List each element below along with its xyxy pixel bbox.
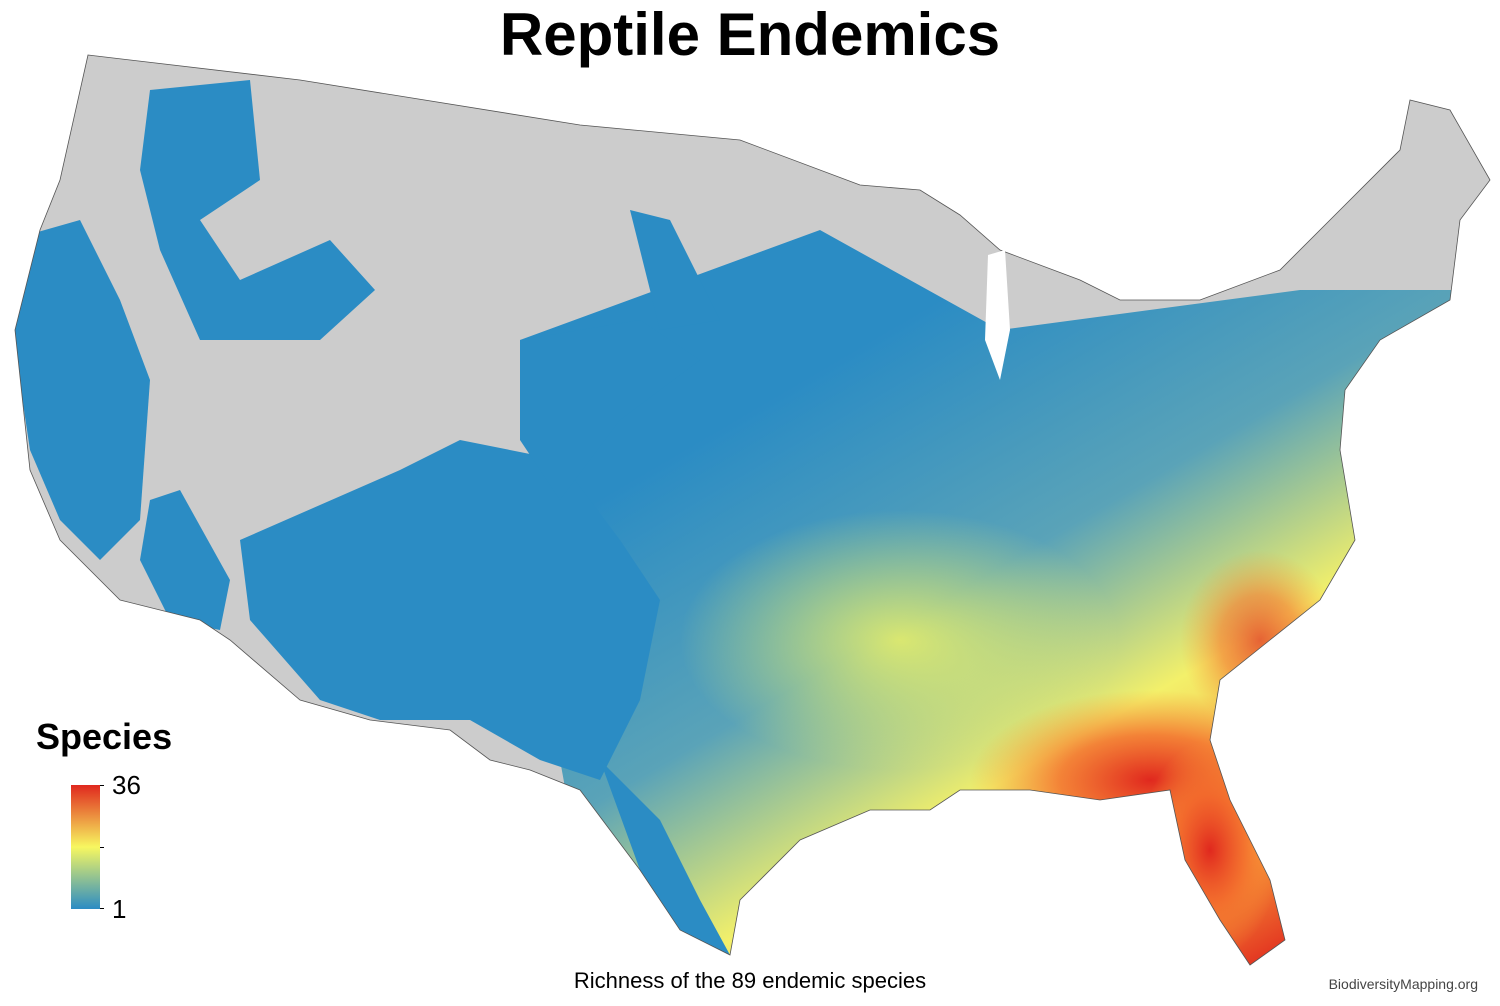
legend-max-label: 36 [112,770,141,800]
carolina-hotspot [1180,550,1340,730]
caption: Richness of the 89 endemic species [573,968,927,993]
state-borders [14,54,1491,966]
lake-michigan [985,250,1010,380]
gulf-hotspot [970,690,1330,870]
western-ranges [15,80,730,955]
yellow-zone [680,510,1120,770]
legend-tick-mid [100,847,104,848]
legend-colorbar [71,785,100,909]
legend-tick-min [100,908,104,909]
legend-tick-max [100,785,104,786]
credit[interactable]: BiodiversityMapping.org [1328,976,1478,992]
legend-min-label: 1 [112,894,127,924]
map-title: Reptile Endemics [499,1,1001,68]
legend-title: Species [36,716,173,757]
florida-hotspot [1140,740,1280,960]
